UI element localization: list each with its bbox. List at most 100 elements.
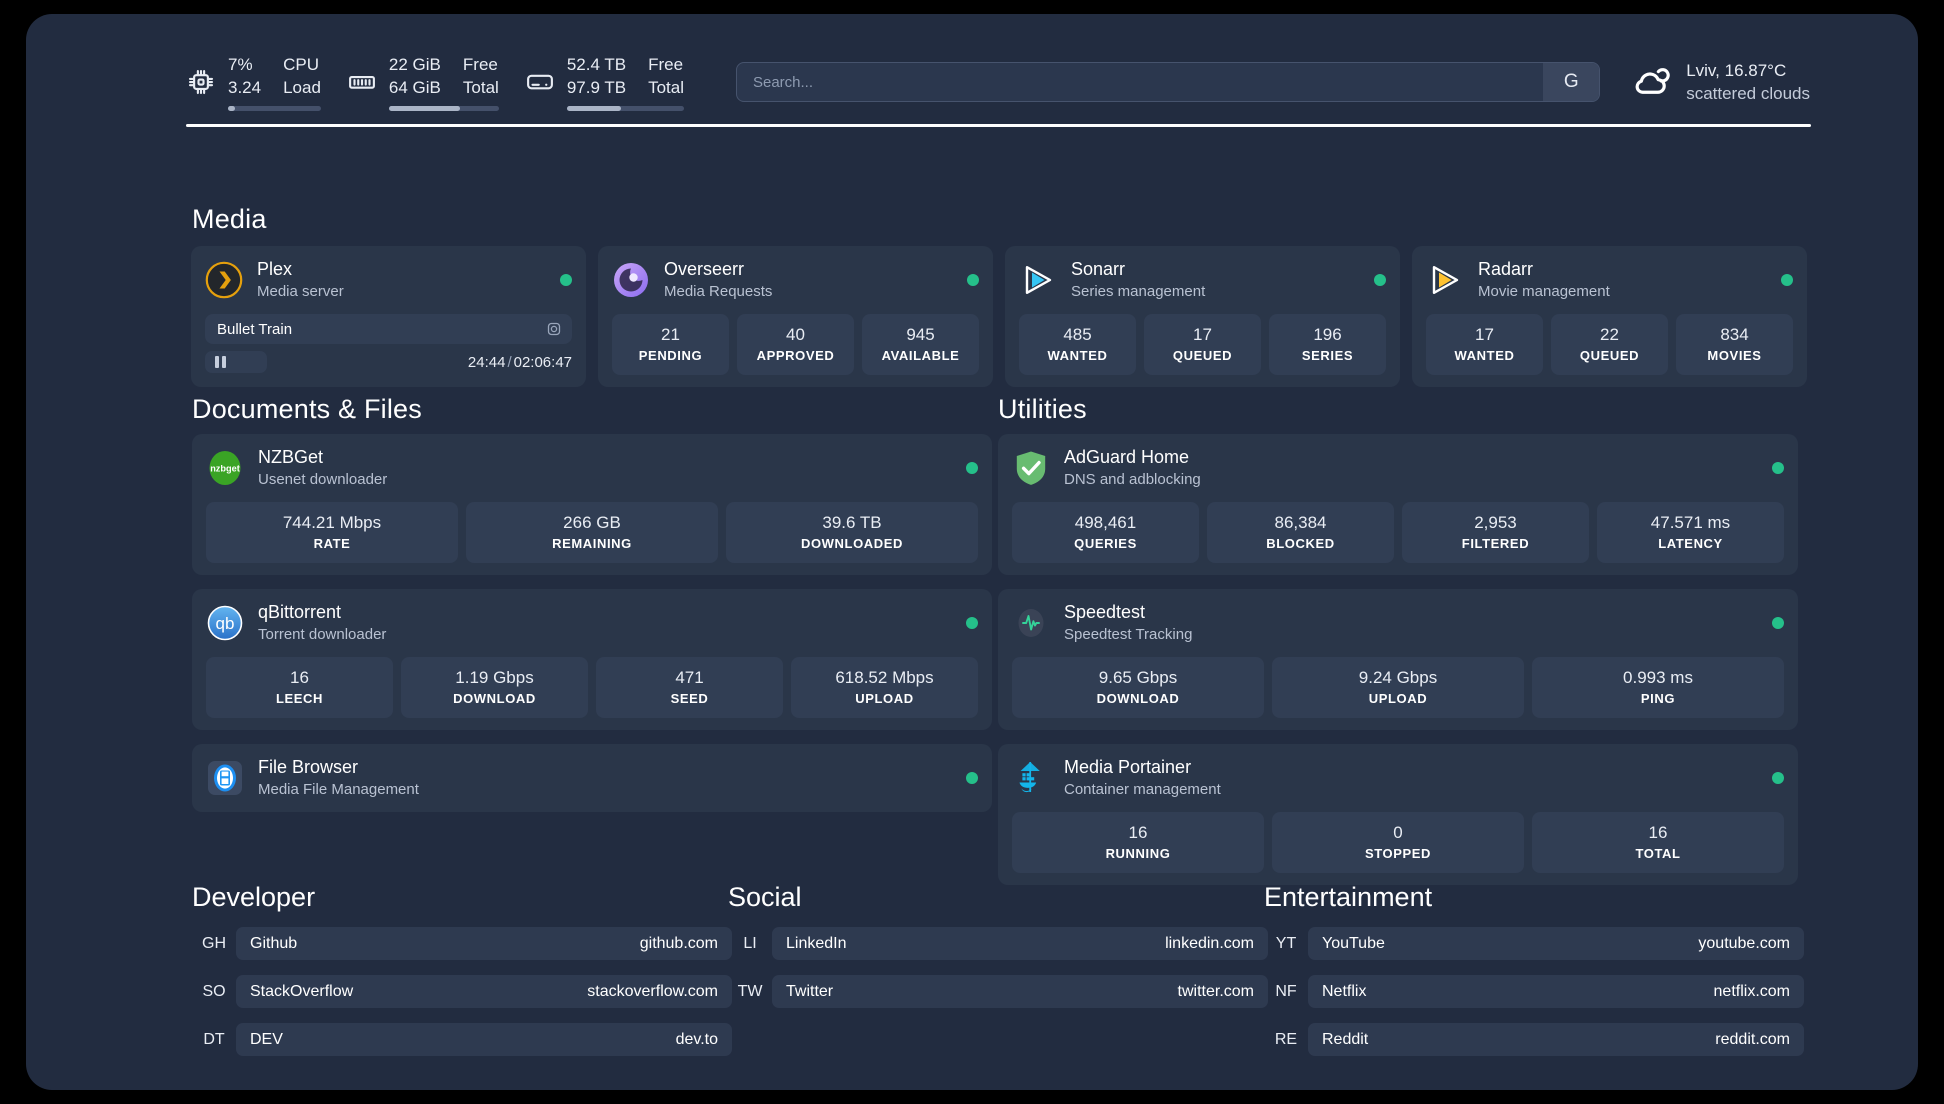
bookmark-link[interactable]: DEV dev.to — [236, 1023, 732, 1056]
stat-tile: 196 SERIES — [1269, 314, 1386, 375]
now-playing-title-bar: Bullet Train — [205, 314, 572, 344]
status-indicator-online — [966, 617, 978, 629]
service-subtitle: Torrent downloader — [258, 626, 387, 643]
service-card[interactable]: qb qBittorrent Torrent downloader 16 LEE… — [192, 589, 992, 730]
stat-tile-row: 21 PENDING 40 APPROVED 945 AVAILABLE — [612, 314, 979, 375]
stat-tile: 618.52 Mbps UPLOAD — [791, 657, 978, 718]
now-playing-panel: Bullet Train 24:44/02:06:47 — [205, 314, 572, 373]
stat-tile-value: 47.571 ms — [1650, 513, 1731, 532]
service-name: Plex — [257, 259, 293, 279]
service-card[interactable]: Radarr Movie management 17 WANTED 22 QUE… — [1412, 246, 1807, 387]
bookmark-url: netflix.com — [1713, 982, 1790, 1000]
search-bar[interactable]: G — [735, 62, 1601, 102]
bookmark-item[interactable]: TW Twitter twitter.com — [728, 975, 1268, 1008]
bookmark-group-title: Entertainment — [1264, 882, 1433, 912]
service-card[interactable]: Sonarr Series management 485 WANTED 17 Q… — [1005, 246, 1400, 387]
bookmark-item[interactable]: DT DEV dev.to — [192, 1023, 732, 1056]
stat-tile-row: 9.65 Gbps DOWNLOAD 9.24 Gbps UPLOAD 0.99… — [1012, 657, 1784, 718]
bookmark-link[interactable]: StackOverflow stackoverflow.com — [236, 975, 732, 1008]
bookmark-item[interactable]: GH Github github.com — [192, 927, 732, 960]
stat-tile: 17 WANTED — [1426, 314, 1543, 375]
file-browser-logo-icon — [208, 761, 242, 795]
ram-icon — [347, 67, 377, 97]
service-subtitle: Media Requests — [664, 283, 773, 300]
service-card[interactable]: AdGuard Home DNS and adblocking 498,461 … — [998, 434, 1798, 575]
service-card[interactable]: Overseerr Media Requests 21 PENDING 40 A… — [598, 246, 993, 387]
status-indicator-online — [1374, 274, 1386, 286]
bookmark-link[interactable]: Twitter twitter.com — [772, 975, 1268, 1008]
weather-condition: scattered clouds — [1686, 84, 1810, 103]
service-card[interactable]: File Browser Media File Management — [192, 744, 992, 812]
service-name: Sonarr — [1071, 259, 1126, 279]
service-logo — [1019, 261, 1057, 299]
bookmark-name: YouTube — [1322, 934, 1385, 952]
stat-tile-value: 21 — [661, 325, 680, 344]
service-card[interactable]: nzbget NZBGet Usenet downloader 744.21 M… — [192, 434, 992, 575]
service-card[interactable]: Media Portainer Container management 16 … — [998, 744, 1798, 885]
portainer-logo-icon — [1019, 762, 1040, 793]
service-card[interactable]: Plex Media server Bullet Train 24:44/02:… — [191, 246, 586, 387]
stat-tile-label: QUEUED — [1579, 348, 1640, 363]
bookmark-item[interactable]: SO StackOverflow stackoverflow.com — [192, 975, 732, 1008]
bookmark-item[interactable]: LI LinkedIn linkedin.com — [728, 927, 1268, 960]
service-logo: nzbget — [206, 449, 244, 487]
stat-tile-value: 17 — [1475, 325, 1494, 344]
dashboard-screen: 7% 3.24 CPU Load — [26, 14, 1918, 1090]
stat-tile-value: 498,461 — [1074, 513, 1137, 532]
service-name: Speedtest — [1064, 602, 1146, 622]
service-subtitle: Speedtest Tracking — [1064, 626, 1193, 643]
bookmark-link[interactable]: LinkedIn linkedin.com — [772, 927, 1268, 960]
service-name: Radarr — [1478, 259, 1534, 279]
stat-tile-value: 16 — [290, 668, 309, 687]
stat-tile-label: DOWNLOAD — [453, 691, 536, 706]
service-subtitle: Container management — [1064, 781, 1221, 798]
settings-gear-icon[interactable] — [546, 321, 562, 337]
plex-logo-icon — [205, 261, 243, 299]
status-indicator-online — [966, 462, 978, 474]
section-title-documents: Documents & Files — [192, 394, 422, 424]
stat-tile-label: PENDING — [638, 348, 703, 363]
stat-tile-row: 744.21 Mbps RATE 266 GB REMAINING 39.6 T… — [206, 502, 978, 563]
bookmark-link[interactable]: Reddit reddit.com — [1308, 1023, 1804, 1056]
cpu-usage-bar — [228, 106, 321, 111]
section-title-media: Media — [192, 204, 267, 234]
bookmark-url: stackoverflow.com — [587, 982, 718, 1000]
disk-total-value: 97.9 TB — [566, 78, 627, 97]
svg-text:nzbget: nzbget — [210, 464, 240, 474]
bookmark-item[interactable]: RE Reddit reddit.com — [1264, 1023, 1804, 1056]
bookmark-abbr: LI — [743, 934, 757, 952]
stat-tile-value: 834 — [1720, 325, 1749, 344]
search-input[interactable] — [736, 63, 1544, 101]
service-subtitle: Usenet downloader — [258, 471, 388, 488]
service-name: File Browser — [258, 757, 359, 777]
bookmark-url: dev.to — [675, 1030, 718, 1048]
bookmark-url: reddit.com — [1715, 1030, 1790, 1048]
bookmark-link[interactable]: YouTube youtube.com — [1308, 927, 1804, 960]
pause-button[interactable] — [205, 351, 267, 373]
cpu-load-value: 3.24 — [228, 78, 262, 97]
bookmark-link[interactable]: Github github.com — [236, 927, 732, 960]
stat-tile-label: QUERIES — [1074, 536, 1137, 551]
disk-usage-bar — [566, 106, 684, 111]
stat-tile-value: 266 GB — [563, 513, 621, 532]
stat-tile: 17 QUEUED — [1144, 314, 1261, 375]
stat-tile-label: TOTAL — [1635, 846, 1681, 861]
service-logo — [206, 759, 244, 797]
stat-tile-value: 0.993 ms — [1623, 668, 1693, 687]
bookmark-name: StackOverflow — [250, 982, 354, 1000]
stat-tile-value: 945 — [906, 325, 935, 344]
service-subtitle: DNS and adblocking — [1064, 471, 1201, 488]
bookmark-item[interactable]: NF Netflix netflix.com — [1264, 975, 1804, 1008]
bookmark-name: Github — [250, 934, 298, 952]
bookmark-url: twitter.com — [1177, 982, 1254, 1000]
bookmark-item[interactable]: YT YouTube youtube.com — [1264, 927, 1804, 960]
search-engine-button[interactable]: G — [1543, 63, 1600, 101]
bookmark-abbr: RE — [1274, 1030, 1298, 1048]
service-card-header: File Browser Media File Management — [206, 756, 978, 800]
service-subtitle: Media server — [257, 283, 344, 300]
stat-tile-label: RUNNING — [1105, 846, 1171, 861]
status-indicator-online — [560, 274, 572, 286]
bookmark-link[interactable]: Netflix netflix.com — [1308, 975, 1804, 1008]
service-card[interactable]: Speedtest Speedtest Tracking 9.65 Gbps D… — [998, 589, 1798, 730]
service-name: NZBGet — [258, 447, 324, 467]
